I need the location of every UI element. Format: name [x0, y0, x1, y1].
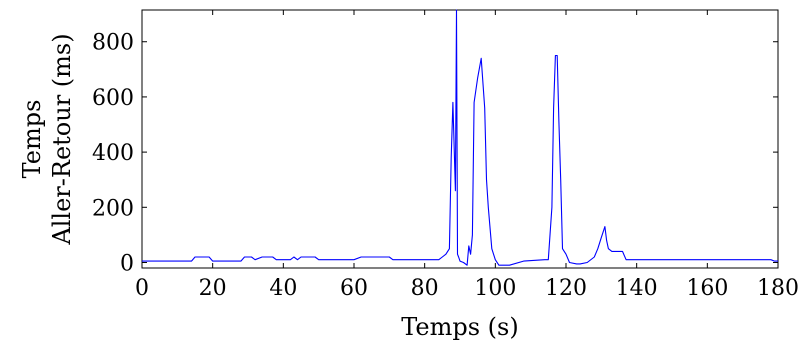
y-tick-label: 200	[92, 196, 134, 221]
x-tick-label: 40	[269, 276, 297, 301]
x-tick-label: 80	[411, 276, 439, 301]
x-axis-label: Temps (s)	[401, 313, 518, 341]
y-axis-label-line-1: Temps	[18, 100, 46, 179]
tick-labels: 0 20 40 60 80 100 120 140 160 180 0 200 400 600 800	[92, 31, 799, 301]
axis-ticks	[141, 10, 779, 268]
plot-frame	[141, 9, 779, 269]
series-line-0	[142, 9, 778, 266]
x-tick-label: 180	[757, 276, 799, 301]
x-tick-label: 0	[135, 276, 149, 301]
series-group	[142, 9, 778, 266]
y-tick-label: 800	[92, 31, 134, 56]
x-tick-label: 20	[199, 276, 227, 301]
y-axis-label-line-2: Aller-Retour (ms)	[48, 33, 76, 245]
y-tick-label: 0	[120, 251, 134, 276]
x-tick-label: 60	[340, 276, 368, 301]
x-tick-label: 140	[616, 276, 658, 301]
y-tick-label: 400	[92, 141, 134, 166]
x-tick-label: 120	[545, 276, 587, 301]
y-tick-label: 600	[92, 86, 134, 111]
x-tick-label: 100	[474, 276, 516, 301]
x-tick-label: 160	[686, 276, 728, 301]
